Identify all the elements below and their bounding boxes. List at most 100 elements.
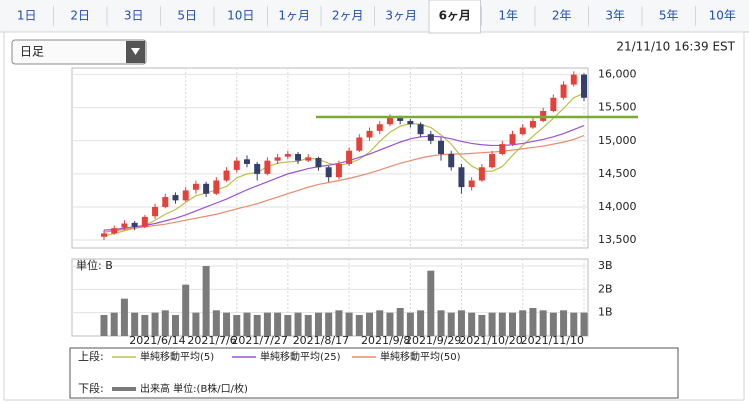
volume-bar <box>509 312 517 336</box>
legend-label: 単純移動平均(25) <box>260 350 341 363</box>
volume-bar <box>519 310 527 336</box>
volume-bar <box>151 312 159 336</box>
candle-body <box>274 157 281 161</box>
legend-label: 単純移動平均(50) <box>380 350 461 363</box>
candle-body <box>315 158 322 168</box>
candle-body <box>346 150 353 164</box>
volume-bar <box>345 312 353 336</box>
y-tick-label: 14,500 <box>598 167 637 180</box>
volume-bar <box>335 310 343 336</box>
volume-bar <box>314 312 322 336</box>
dropdown-label: 日足 <box>20 45 44 59</box>
x-tick-label: 2021/9/8 <box>361 334 410 347</box>
volume-bar <box>580 312 588 336</box>
x-tick-label: 2021/8/17 <box>293 334 349 347</box>
volume-bar <box>539 310 547 336</box>
candle-body <box>254 163 261 174</box>
volume-bar <box>284 315 292 336</box>
candle-body <box>162 197 169 207</box>
x-tick-label: 2021/10/20 <box>459 334 522 347</box>
candle-body <box>560 84 567 98</box>
tab[interactable]: 10日 <box>227 9 254 23</box>
candle-body <box>519 127 526 135</box>
candle-body <box>478 167 485 181</box>
volume-bar <box>233 315 241 336</box>
volume-bar <box>457 310 465 336</box>
candle-body <box>407 120 414 125</box>
volume-bar <box>376 310 384 336</box>
tab[interactable]: 5年 <box>659 9 679 23</box>
y-tick-label: 15,000 <box>598 134 637 147</box>
candle-body <box>335 163 342 178</box>
timestamp: 21/11/10 16:39 EST <box>616 40 735 54</box>
tab[interactable]: 3年 <box>605 9 625 23</box>
volume-bar <box>560 310 568 336</box>
candle-body <box>570 74 577 85</box>
volume-bar <box>243 312 251 336</box>
tab[interactable]: 3ヶ月 <box>385 9 417 23</box>
volume-bar <box>478 315 486 336</box>
tab[interactable]: 10年 <box>709 9 736 23</box>
volume-bar <box>100 315 108 336</box>
candle-body <box>152 206 159 217</box>
candle-body <box>182 190 189 201</box>
volume-bar <box>253 315 261 336</box>
volume-bar <box>406 312 414 336</box>
dropdown[interactable] <box>11 39 147 65</box>
tab[interactable]: 5日 <box>177 9 197 23</box>
candle-body <box>427 134 434 141</box>
dropdown-arrow <box>131 48 140 55</box>
x-tick-label: 2021/7/27 <box>231 334 287 347</box>
candle-body <box>468 180 475 188</box>
price-panel <box>71 67 589 249</box>
volume-bar <box>355 315 363 336</box>
volume-bar <box>570 312 578 336</box>
candle-body <box>101 233 107 237</box>
tab[interactable]: 2ヶ月 <box>332 9 364 23</box>
volume-bar <box>110 312 118 336</box>
tab[interactable]: 6ヶ月 <box>439 9 471 23</box>
tab[interactable]: 1日 <box>17 9 37 23</box>
x-tick-label: 2021/7/6 <box>187 334 236 347</box>
candle-body <box>448 154 455 168</box>
volume-bar <box>141 315 149 336</box>
candle-body <box>295 154 302 161</box>
candle-body <box>417 124 424 135</box>
volume-bar <box>223 312 231 336</box>
candle-body <box>489 154 496 168</box>
volume-bar <box>437 310 445 336</box>
tab[interactable]: 1ヶ月 <box>278 9 310 23</box>
tab[interactable]: 1年 <box>498 9 518 23</box>
tab[interactable]: 3日 <box>124 9 144 23</box>
candle-body <box>386 117 393 125</box>
x-tick-label: 2021/6/14 <box>129 334 185 347</box>
tab[interactable]: 2日 <box>70 9 90 23</box>
candle-body <box>397 116 404 121</box>
candle-body <box>223 170 230 181</box>
volume-unit: 単位: B <box>76 258 113 272</box>
volume-bar <box>549 312 557 336</box>
candle-body <box>509 134 516 145</box>
volume-bar <box>192 312 200 336</box>
volume-bar <box>386 312 394 336</box>
volume-bar <box>294 312 302 336</box>
volume-bar <box>488 312 496 336</box>
tab[interactable]: 2年 <box>552 9 572 23</box>
ma-line <box>103 92 585 237</box>
candle-body <box>131 222 138 227</box>
volume-bar <box>396 308 404 336</box>
candle-body <box>356 137 363 151</box>
volume-bar <box>498 312 506 336</box>
y-tick-label: 13,500 <box>598 233 637 246</box>
candle-body <box>305 157 312 161</box>
volume-bar <box>366 312 374 336</box>
volume-bar <box>274 312 282 336</box>
y-tick-label: 16,000 <box>598 68 637 81</box>
volume-bar <box>212 310 220 336</box>
legend-label: 単純移動平均(5) <box>140 350 214 363</box>
candle-body <box>499 144 506 155</box>
volume-bar <box>263 312 271 336</box>
y-tick-label: 15,500 <box>598 101 637 114</box>
